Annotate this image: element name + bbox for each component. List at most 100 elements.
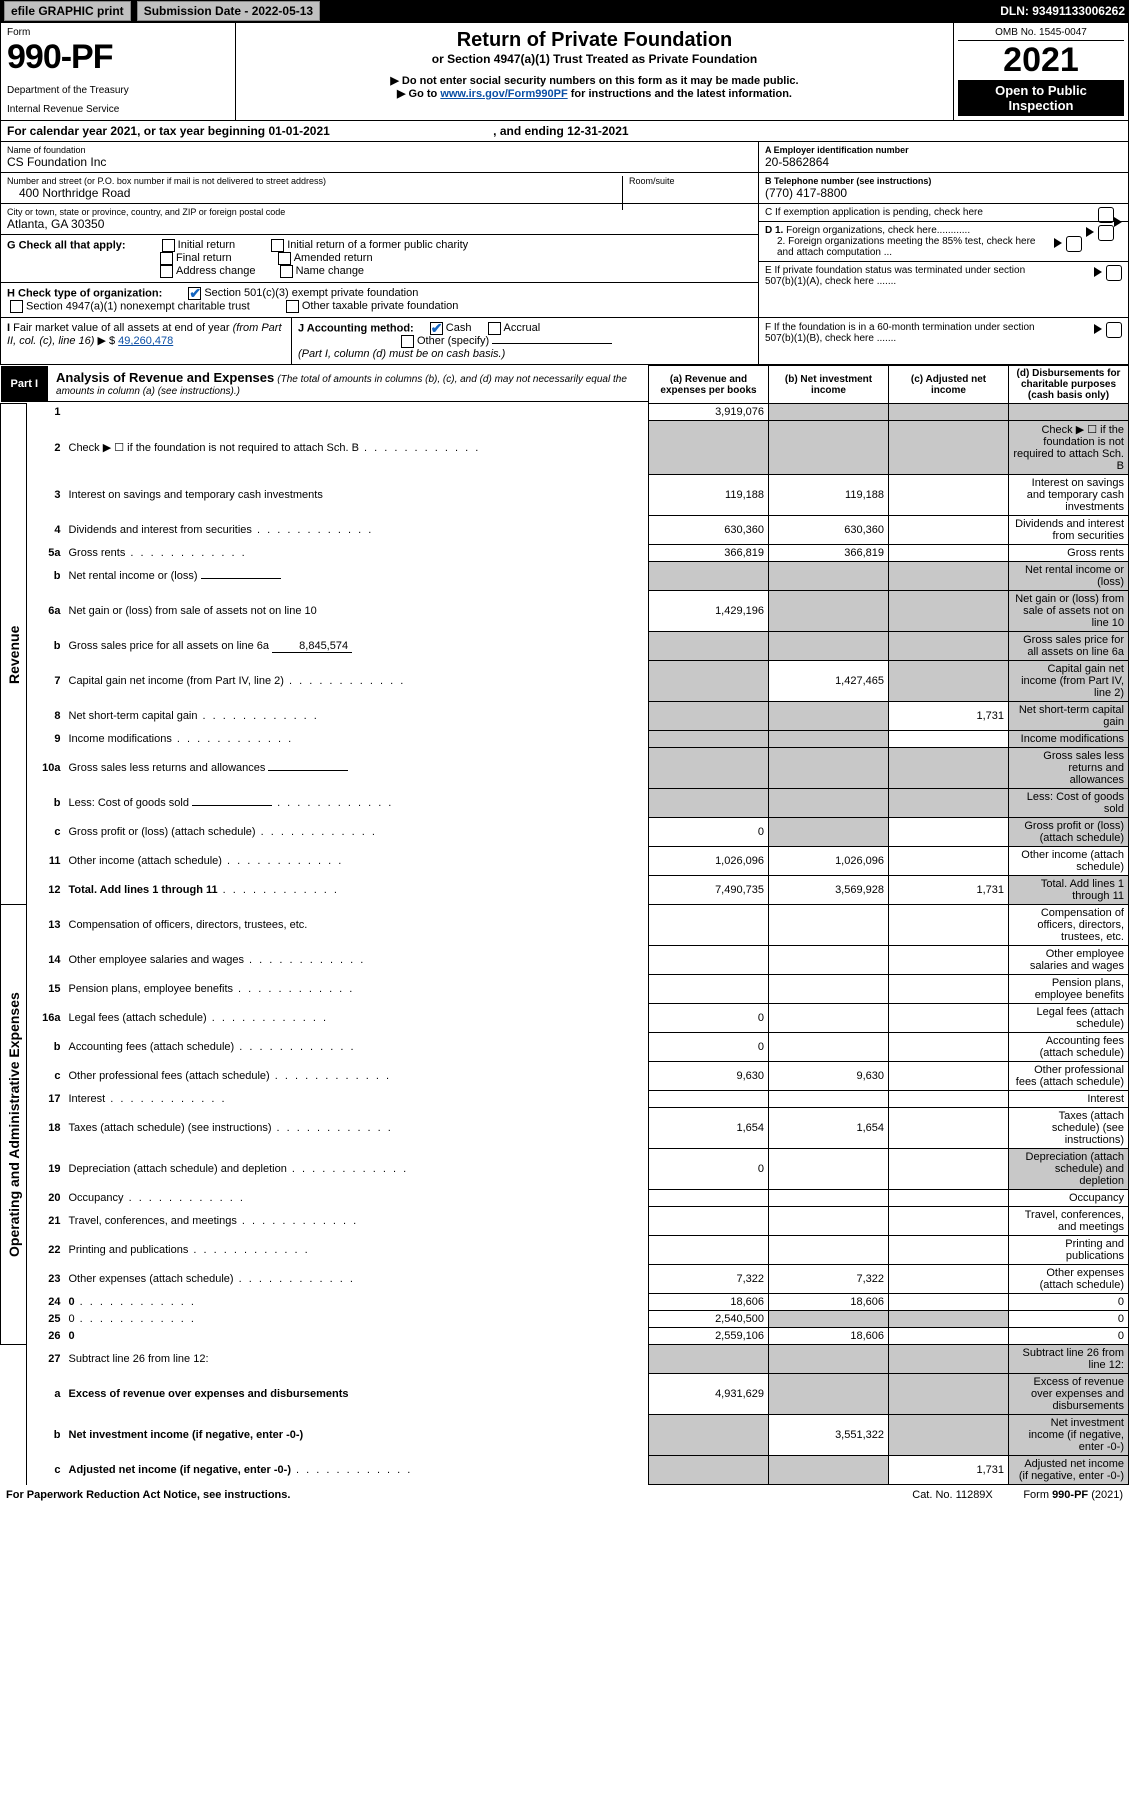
box-i: I Fair market value of all assets at end… <box>1 318 291 364</box>
col-b-value <box>769 818 889 847</box>
part1-table: Part I Analysis of Revenue and Expenses … <box>0 365 1129 1485</box>
line-number: 15 <box>27 975 65 1004</box>
col-a-value: 1,429,196 <box>649 591 769 632</box>
submission-date-badge: Submission Date - 2022-05-13 <box>137 1 320 21</box>
line-number: 5a <box>27 545 65 562</box>
line-description: Legal fees (attach schedule) <box>65 1004 649 1033</box>
line-description: 0 <box>65 1311 649 1328</box>
chk-box-e[interactable] <box>1106 265 1122 281</box>
col-a-value <box>649 748 769 789</box>
chk-4947[interactable] <box>10 300 23 313</box>
fmv-link[interactable]: 49,260,478 <box>118 335 173 347</box>
table-row: 3Interest on savings and temporary cash … <box>1 475 1129 516</box>
form-subtitle: or Section 4947(a)(1) Trust Treated as P… <box>242 52 947 66</box>
chk-initial-return[interactable] <box>162 239 175 252</box>
opt-address-change: Address change <box>176 265 256 277</box>
line-number: 16a <box>27 1004 65 1033</box>
open-to-public-badge: Open to Public Inspection <box>958 80 1124 116</box>
col-d-value: 0 <box>1009 1294 1129 1311</box>
col-b-value: 1,654 <box>769 1108 889 1149</box>
col-c-value <box>889 475 1009 516</box>
col-a-header: (a) Revenue and expenses per books <box>649 366 769 404</box>
line-description <box>65 404 649 421</box>
col-c-value <box>889 748 1009 789</box>
col-d-value: Net short-term capital gain <box>1009 702 1129 731</box>
chk-501c3[interactable] <box>188 287 201 300</box>
chk-box-d1[interactable] <box>1098 225 1114 241</box>
dept-treasury: Department of the Treasury <box>7 85 229 96</box>
cal-begin: For calendar year 2021, or tax year begi… <box>7 124 330 138</box>
line-number: b <box>27 1033 65 1062</box>
line-description: Dividends and interest from securities <box>65 516 649 545</box>
line-description: Net investment income (if negative, ente… <box>65 1415 649 1456</box>
chk-final-return[interactable] <box>160 252 173 265</box>
chk-name-change[interactable] <box>280 265 293 278</box>
col-c-value <box>889 562 1009 591</box>
chk-accrual[interactable] <box>488 322 501 335</box>
tel-value: (770) 417-8800 <box>765 186 1122 200</box>
col-a-value <box>649 905 769 946</box>
col-b-value <box>769 591 889 632</box>
efile-print-button[interactable]: efile GRAPHIC print <box>4 1 131 21</box>
table-row: 7Capital gain net income (from Part IV, … <box>1 661 1129 702</box>
table-row: 8Net short-term capital gain1,731Net sho… <box>1 702 1129 731</box>
part1-badge: Part I <box>1 366 49 402</box>
j-label: J Accounting method: <box>298 322 414 334</box>
chk-address-change[interactable] <box>160 265 173 278</box>
tax-year: 2021 <box>958 41 1124 80</box>
line-number: c <box>27 1456 65 1485</box>
table-row: 6aNet gain or (loss) from sale of assets… <box>1 591 1129 632</box>
chk-other-taxable[interactable] <box>286 300 299 313</box>
col-b-value <box>769 632 889 661</box>
col-c-value <box>889 545 1009 562</box>
col-b-value <box>769 789 889 818</box>
col-d-value: Dividends and interest from securities <box>1009 516 1129 545</box>
form-label: Form <box>7 27 229 38</box>
col-d-value: 0 <box>1009 1328 1129 1345</box>
col-b-value <box>769 1033 889 1062</box>
col-a-value: 7,490,735 <box>649 876 769 905</box>
col-c-value <box>889 975 1009 1004</box>
chk-box-d2[interactable] <box>1066 236 1082 252</box>
ein-cell: A Employer identification number 20-5862… <box>759 142 1128 173</box>
line-description: Pension plans, employee benefits <box>65 975 649 1004</box>
col-c-value <box>889 818 1009 847</box>
foundation-name: CS Foundation Inc <box>7 155 752 169</box>
line-description: Other income (attach schedule) <box>65 847 649 876</box>
arrow-icon <box>1094 267 1102 277</box>
box-f: F If the foundation is in a 60-month ter… <box>758 318 1128 364</box>
form990pf-link[interactable]: www.irs.gov/Form990PF <box>440 88 567 100</box>
chk-box-c[interactable] <box>1098 207 1114 223</box>
line-number: c <box>27 1062 65 1091</box>
line-number: 8 <box>27 702 65 731</box>
line-description: Other expenses (attach schedule) <box>65 1265 649 1294</box>
paperwork-notice: For Paperwork Reduction Act Notice, see … <box>6 1489 290 1501</box>
line-number: b <box>27 632 65 661</box>
col-c-value <box>889 1374 1009 1415</box>
opt-4947: Section 4947(a)(1) nonexempt charitable … <box>26 300 250 312</box>
line-description: Other employee salaries and wages <box>65 946 649 975</box>
col-c-value: 1,731 <box>889 1456 1009 1485</box>
chk-amended[interactable] <box>278 252 291 265</box>
tel-cell: B Telephone number (see instructions) (7… <box>759 173 1128 204</box>
table-row: 9Income modificationsIncome modification… <box>1 731 1129 748</box>
chk-initial-former[interactable] <box>271 239 284 252</box>
col-c-value <box>889 1033 1009 1062</box>
col-b-value <box>769 421 889 475</box>
col-d-value: Taxes (attach schedule) (see instruction… <box>1009 1108 1129 1149</box>
box-e-text: E If private foundation status was termi… <box>765 265 1045 287</box>
col-d-value: Occupancy <box>1009 1190 1129 1207</box>
line-number: 13 <box>27 905 65 946</box>
col-a-value: 3,919,076 <box>649 404 769 421</box>
line-description: Gross sales price for all assets on line… <box>65 632 649 661</box>
col-c-value <box>889 1345 1009 1374</box>
col-d-value: Interest <box>1009 1091 1129 1108</box>
col-c-value <box>889 731 1009 748</box>
table-row: cOther professional fees (attach schedul… <box>1 1062 1129 1091</box>
col-b-value <box>769 1004 889 1033</box>
chk-box-f[interactable] <box>1106 322 1122 338</box>
col-b-value: 9,630 <box>769 1062 889 1091</box>
col-b-value <box>769 562 889 591</box>
chk-cash[interactable] <box>430 322 443 335</box>
chk-other-method[interactable] <box>401 335 414 348</box>
